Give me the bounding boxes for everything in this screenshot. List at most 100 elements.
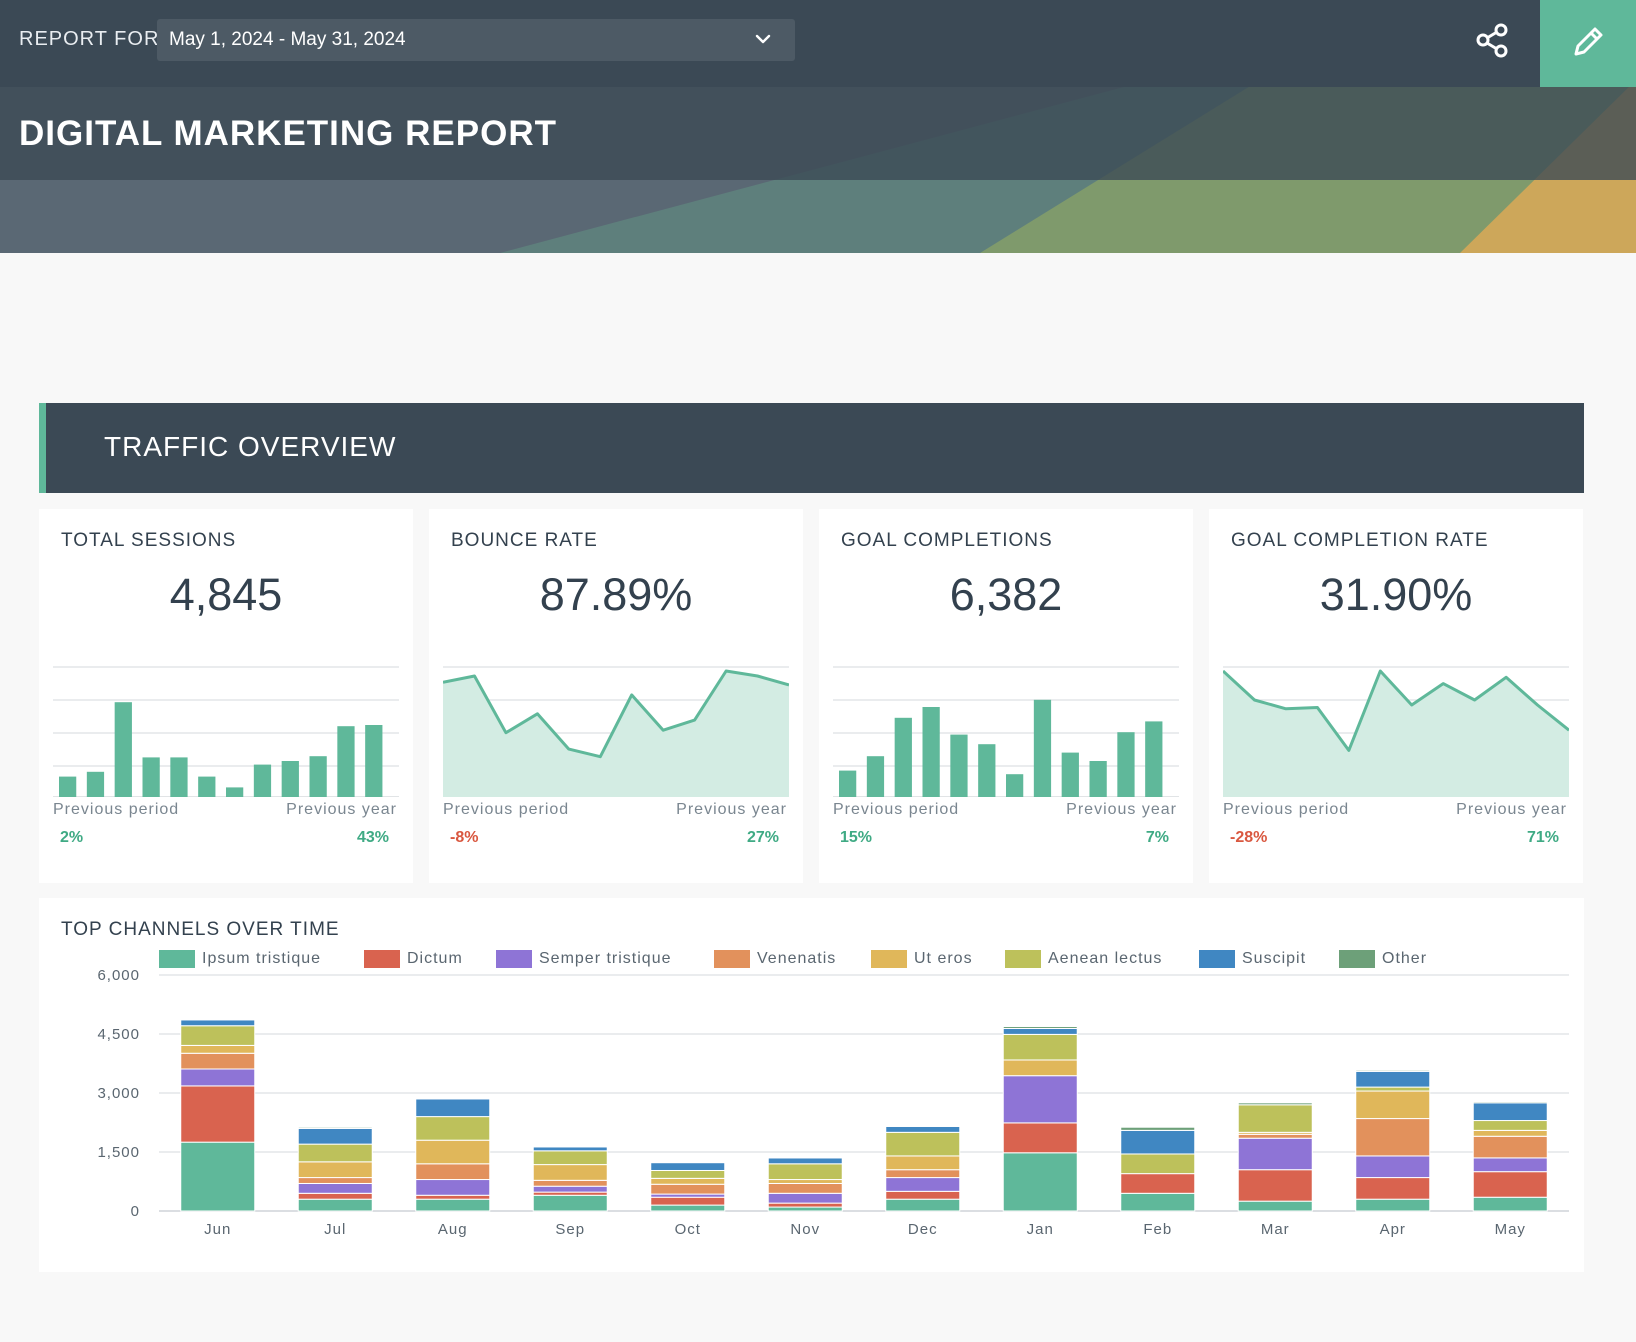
kpi-value: 6,382	[949, 569, 1063, 620]
stacked-bar-segment[interactable]	[1355, 1177, 1431, 1200]
date-range-select[interactable]: May 1, 2024 - May 31, 2024	[157, 19, 795, 61]
stacked-bar-segment[interactable]	[180, 1068, 256, 1087]
stacked-bar-segment[interactable]	[885, 1125, 961, 1133]
stacked-bar-segment[interactable]	[415, 1098, 491, 1118]
stacked-bar-segment[interactable]	[650, 1183, 726, 1195]
stacked-bar-segment[interactable]	[885, 1190, 961, 1200]
stacked-bar-segment[interactable]	[1472, 1120, 1548, 1131]
stacked-bar-segment[interactable]	[767, 1157, 843, 1165]
spark-bar	[978, 744, 996, 797]
stacked-bar-segment[interactable]	[650, 1169, 726, 1179]
stacked-bar-segment[interactable]	[650, 1204, 726, 1212]
stacked-bar-segment[interactable]	[1120, 1173, 1196, 1194]
stacked-bar-segment[interactable]	[415, 1198, 491, 1212]
stacked-bar-segment[interactable]	[1120, 1126, 1196, 1131]
stacked-bar-segment[interactable]	[532, 1179, 608, 1187]
stacked-bar-segment[interactable]	[885, 1125, 961, 1127]
stacked-bar-segment[interactable]	[1237, 1104, 1313, 1133]
edit-button[interactable]	[1540, 0, 1636, 87]
stacked-bar-segment[interactable]	[532, 1194, 608, 1212]
share-button[interactable]	[1470, 18, 1516, 64]
stacked-bar-segment[interactable]	[532, 1150, 608, 1166]
stacked-bar-segment[interactable]	[885, 1198, 961, 1212]
stacked-bar-segment[interactable]	[1355, 1070, 1431, 1088]
legend-swatch	[159, 950, 195, 968]
stacked-bar-segment[interactable]	[1237, 1137, 1313, 1171]
stacked-bar-segment[interactable]	[650, 1162, 726, 1171]
stacked-bar-segment[interactable]	[1472, 1102, 1548, 1122]
stacked-bar-segment[interactable]	[767, 1156, 843, 1159]
stacked-bar-segment[interactable]	[180, 1085, 256, 1143]
stacked-bar-segment[interactable]	[1002, 1075, 1078, 1124]
stacked-bar-segment[interactable]	[650, 1177, 726, 1185]
stacked-bar-segment[interactable]	[1472, 1196, 1548, 1212]
previous-year-label: Previous year	[1066, 801, 1177, 818]
stacked-bar-segment[interactable]	[180, 1019, 256, 1027]
stacked-bar-segment[interactable]	[415, 1194, 491, 1200]
top-channels-chart: 0 1,500 3,000 4,500 6,000 Jun Jul Aug Sep Oct Nov D…	[97, 967, 1569, 1238]
stacked-bar-segment[interactable]	[767, 1192, 843, 1204]
stacked-bar-segment[interactable]	[297, 1161, 373, 1179]
stacked-bar-segment[interactable]	[180, 1141, 256, 1212]
stacked-bar-segment[interactable]	[415, 1179, 491, 1196]
stacked-bar-segment[interactable]	[297, 1192, 373, 1200]
stacked-bar-segment[interactable]	[180, 1044, 256, 1054]
stacked-bar-segment[interactable]	[297, 1198, 373, 1212]
stacked-bar-segment[interactable]	[180, 1052, 256, 1070]
stacked-bar-segment[interactable]	[1355, 1155, 1431, 1179]
stacked-bar-segment[interactable]	[885, 1177, 961, 1192]
stacked-bar-segment[interactable]	[415, 1163, 491, 1181]
stacked-bar-segment[interactable]	[1355, 1118, 1431, 1157]
stacked-bar-segment[interactable]	[1355, 1069, 1431, 1072]
stacked-bar-segment[interactable]	[297, 1127, 373, 1145]
stacked-bar-segment[interactable]	[650, 1161, 726, 1164]
stacked-bar-segment[interactable]	[1002, 1122, 1078, 1154]
stacked-bar-segment[interactable]	[1237, 1200, 1313, 1212]
stacked-bar-segment[interactable]	[885, 1155, 961, 1171]
stacked-bar-segment[interactable]	[297, 1143, 373, 1163]
stacked-bar-segment[interactable]	[1355, 1086, 1431, 1092]
stacked-bar-segment[interactable]	[415, 1116, 491, 1141]
stacked-bar-segment[interactable]	[415, 1097, 491, 1100]
x-tick-label: Jun	[204, 1221, 231, 1238]
stacked-bar-segment[interactable]	[1002, 1026, 1078, 1029]
stacked-bar-segment[interactable]	[1472, 1135, 1548, 1159]
stacked-bar-segment[interactable]	[1237, 1102, 1313, 1106]
stacked-bar-segment[interactable]	[532, 1146, 608, 1152]
stacked-bar-segment[interactable]	[767, 1182, 843, 1194]
spark-bar	[198, 776, 216, 797]
stacked-bar-segment[interactable]	[1472, 1129, 1548, 1137]
stacked-bar-segment[interactable]	[1355, 1090, 1431, 1120]
x-tick-label: Mar	[1261, 1221, 1290, 1238]
stacked-bar-segment[interactable]	[1120, 1153, 1196, 1175]
stacked-bar-segment[interactable]	[767, 1163, 843, 1181]
stacked-bar-segment[interactable]	[297, 1177, 373, 1184]
stacked-bar-segment[interactable]	[1120, 1192, 1196, 1212]
stacked-bar-segment[interactable]	[1472, 1101, 1548, 1104]
stacked-bar-segment[interactable]	[650, 1196, 726, 1206]
stacked-bar-segment[interactable]	[767, 1179, 843, 1184]
stacked-bar-segment[interactable]	[885, 1169, 961, 1179]
stacked-bar-segment[interactable]	[1002, 1059, 1078, 1077]
stacked-bar-segment[interactable]	[1237, 1169, 1313, 1202]
stacked-bar-segment[interactable]	[532, 1145, 608, 1148]
stacked-bar-segment[interactable]	[1120, 1129, 1196, 1155]
stacked-bar-segment[interactable]	[885, 1131, 961, 1157]
stacked-bar-segment[interactable]	[1472, 1171, 1548, 1198]
stacked-bar-segment[interactable]	[1237, 1133, 1313, 1139]
stacked-bar-segment[interactable]	[297, 1126, 373, 1129]
stacked-bar-segment[interactable]	[297, 1182, 373, 1194]
stacked-bar-segment[interactable]	[532, 1185, 608, 1193]
stacked-bar-segment[interactable]	[767, 1206, 843, 1212]
stacked-bar-segment[interactable]	[767, 1202, 843, 1208]
previous-year-change: 7%	[1145, 829, 1169, 846]
stacked-bar-segment[interactable]	[180, 1018, 256, 1021]
stacked-bar-segment[interactable]	[1355, 1198, 1431, 1212]
stacked-bar-segment[interactable]	[1002, 1152, 1078, 1212]
stacked-bar-segment[interactable]	[180, 1025, 256, 1046]
stacked-bar-segment[interactable]	[1002, 1027, 1078, 1035]
stacked-bar-segment[interactable]	[532, 1164, 608, 1181]
stacked-bar-segment[interactable]	[415, 1139, 491, 1165]
stacked-bar-segment[interactable]	[1472, 1157, 1548, 1173]
stacked-bar-segment[interactable]	[1002, 1033, 1078, 1061]
